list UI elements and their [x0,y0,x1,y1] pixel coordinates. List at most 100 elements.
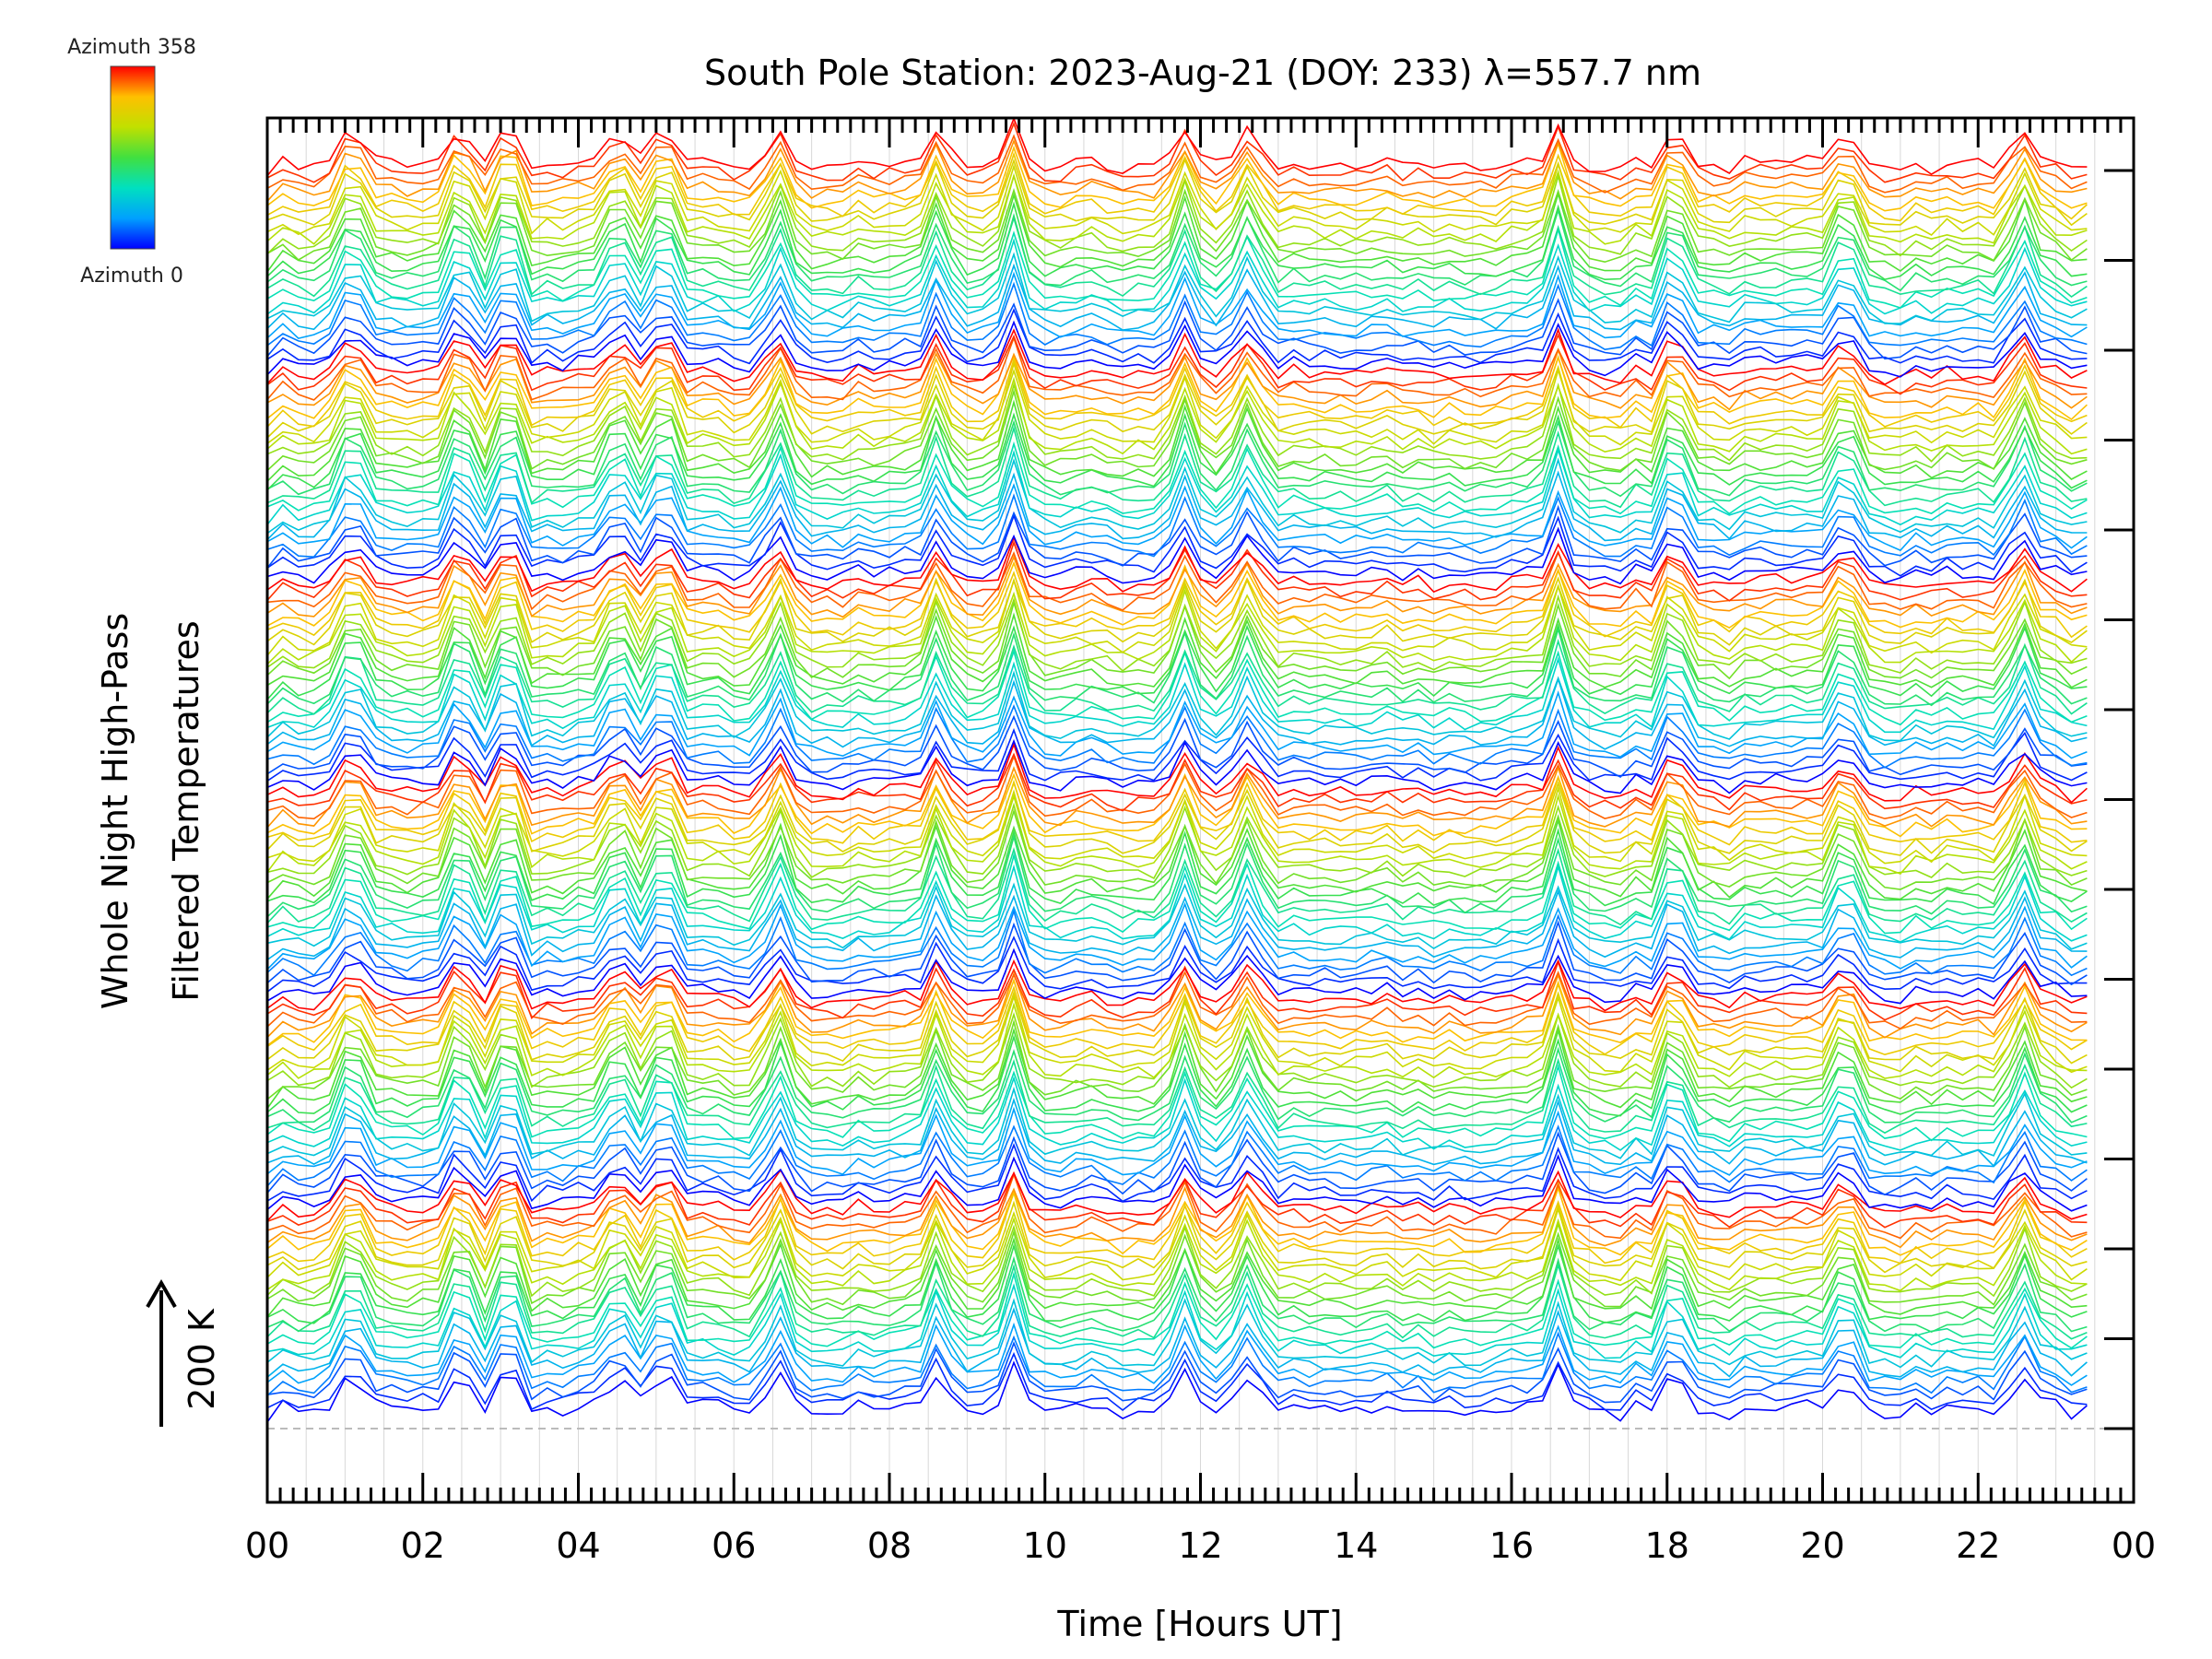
x-tick-labels: 00 02 04 06 08 10 12 14 16 18 20 22 00 [245,1525,2156,1566]
temperature-series-line [266,470,2088,542]
temperature-series-line [266,1322,2088,1386]
temperature-series-line [266,1046,2088,1124]
temperature-series-line [266,412,2088,491]
temperature-series-line [266,187,2088,264]
temperature-series-line [266,1034,2088,1117]
temperature-series-line [266,833,2088,918]
temperature-series-line [266,1271,2088,1349]
temperature-series-line [266,612,2088,688]
temperature-series-line [266,360,2088,439]
azimuth-legend: Azimuth 358 Azimuth 0 [67,36,196,288]
x-tick-label: 00 [245,1525,289,1566]
temperature-series-line [266,555,2088,618]
temperature-series-line [266,785,2088,865]
temperature-series-line [266,169,2088,245]
temperature-series-line [266,1018,2088,1100]
temperature-series-line [266,252,2088,324]
x-tick-label: 08 [867,1525,912,1566]
x-tick-label: 10 [1023,1525,1067,1566]
temperature-series-line [266,802,2088,879]
temperature-series-line [266,207,2088,292]
temperature-series-line [266,1360,2088,1423]
temperature-series-line [266,765,2088,829]
temperature-series-line [266,320,2088,378]
temperature-series-line [266,622,2088,700]
x-tick-label: 00 [2112,1525,2156,1566]
temperature-series-line [266,191,2088,273]
temperature-series-line [266,935,2088,993]
temperature-series-line [266,116,2088,177]
temperature-series-line [266,1011,2088,1089]
x-tick-label: 02 [401,1525,445,1566]
temperature-series-line [266,1131,2088,1196]
temperature-series-line [266,227,2088,309]
temperature-series-line [266,971,2088,1030]
temperature-series-line [266,994,2088,1074]
temperature-series-line [266,901,2088,971]
x-tick-label: 14 [1334,1525,1378,1566]
temperature-series-line [266,947,2088,1005]
axis-ticks [265,118,2136,1502]
temperature-series-line [266,808,2088,890]
x-tick-label: 12 [1178,1525,1222,1566]
temperature-series-line [266,1217,2088,1292]
temperature-series-line [266,714,2088,778]
temperature-series-line [266,990,2088,1065]
temperature-series-line [266,238,2088,315]
temperature-series-line [266,677,2088,750]
temperature-series-line [266,1190,2088,1265]
x-tick-label: 06 [712,1525,756,1566]
temperature-series-line [266,594,2088,674]
temperature-series-line [266,888,2088,961]
temperature-series-line [266,1063,2088,1143]
temperature-series-line [266,388,2088,472]
temperature-series-line [266,441,2088,515]
temperature-series-line [266,690,2088,759]
temperature-series-line [266,172,2088,257]
temperature-series-line [266,853,2088,935]
temperature-series-line [266,376,2088,455]
temperature-series-line [266,827,2088,907]
temperature-series-line [266,447,2088,526]
temperature-series-line [266,1298,2088,1369]
temperature-series-line [266,1002,2088,1079]
scale-label: 200 K [182,1308,222,1410]
temperature-series-line [266,1124,2088,1187]
temperature-series-line [266,335,2088,401]
temperature-series-line [266,1255,2088,1333]
temperature-series-line [266,779,2088,856]
x-tick-label: 20 [1800,1525,1844,1566]
temperature-series-line [266,1106,2088,1176]
temperature-series-line [266,1185,2088,1256]
temperature-series-line [266,513,2088,577]
temperature-series-line [266,382,2088,463]
temperature-series-line [266,201,2088,281]
temperature-series-line [266,138,2088,202]
x-tick-label: 16 [1489,1525,1534,1566]
temperature-series-line [266,882,2088,950]
temperature-series-line [266,161,2088,237]
temperature-series-line [266,752,2088,812]
temperature-series-line [266,425,2088,509]
temperature-series-line [266,158,2088,227]
temperature-series-line [266,347,2088,411]
temperature-series-line [266,1229,2088,1308]
temperature-series-line [266,1057,2088,1135]
temperature-series-line [266,526,2088,585]
chart-title: South Pole Station: 2023-Aug-21 (DOY: 23… [704,53,1701,93]
temperature-series-line [266,151,2088,222]
temperature-series-line [266,1154,2088,1212]
x-tick-label: 18 [1645,1525,1689,1566]
temperature-series-line [266,354,2088,429]
temperature-series-line [266,121,2088,183]
temperature-series-line [266,134,2088,194]
temperature-series-line [266,982,2088,1056]
y-axis-label-line2: Filtered Temperatures [166,620,206,1001]
temperature-series-line [266,281,2088,351]
temperature-series-line [266,978,2088,1047]
y-axis-label-line1: Whole Night High-Pass [95,613,135,1009]
temperature-series-line [266,971,2088,1039]
series-lines [266,116,2088,1423]
temperature-series-line [266,1351,2088,1412]
